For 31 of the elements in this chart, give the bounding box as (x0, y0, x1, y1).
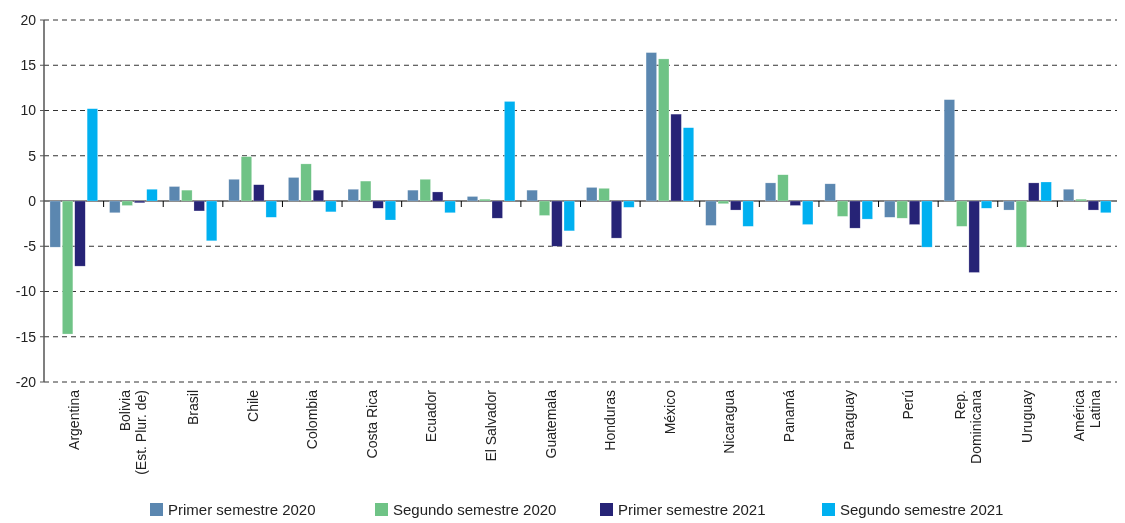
y-tick-label: 20 (20, 11, 37, 28)
x-tick-label: Rep. Dominicana (951, 389, 984, 464)
y-tick-label: -10 (15, 283, 37, 300)
x-tick-label: Bolivia (Est. Plur. de) (117, 389, 150, 475)
x-tick-label: Chile (244, 389, 261, 422)
legend-label: Segundo semestre 2021 (840, 501, 1004, 518)
y-tick-label: 10 (20, 102, 37, 119)
x-tick-label: Argentina (65, 389, 82, 450)
x-tick-label: Brasil (184, 390, 201, 426)
x-tick-label: México (661, 389, 678, 435)
x-tick-label: Panamá (781, 389, 798, 443)
x-tick-label: América Latina (1071, 389, 1104, 442)
x-tick-label: Guatemala (542, 389, 559, 459)
x-tick-label: Perú (900, 390, 917, 420)
x-tick-label: Honduras (602, 390, 619, 451)
x-tick-label: Costa Rica (363, 389, 380, 459)
y-tick-label: 0 (28, 192, 37, 209)
legend-label: Primer semestre 2020 (168, 501, 316, 518)
y-tick-label: -15 (15, 328, 37, 345)
y-tick-label: 5 (28, 147, 37, 164)
x-tick-label: El Salvador (482, 389, 499, 462)
y-tick-label: 15 (20, 57, 37, 74)
x-tick-label: Colombia (304, 389, 321, 450)
y-tick-label: -5 (23, 238, 37, 255)
legend-label: Primer semestre 2021 (618, 501, 766, 518)
x-tick-label: Uruguay (1019, 390, 1036, 443)
x-tick-label: Ecuador (423, 389, 440, 443)
y-tick-label: -20 (15, 373, 37, 390)
legend-label: Segundo semestre 2020 (393, 501, 557, 518)
x-tick-label: Paraguay (840, 390, 857, 450)
x-tick-label: Nicaragua (721, 389, 738, 454)
